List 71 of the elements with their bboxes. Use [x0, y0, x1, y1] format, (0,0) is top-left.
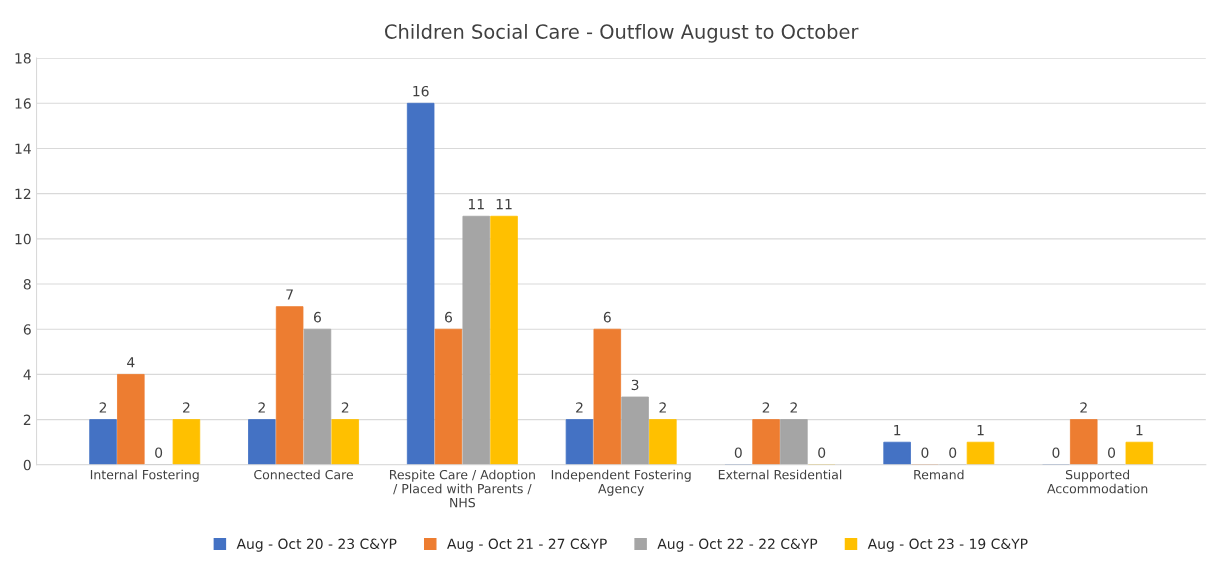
y-tick-label: 10: [15, 233, 31, 245]
data-label: 6: [445, 311, 453, 323]
data-label: 6: [603, 311, 611, 323]
y-tick-label: 8: [23, 279, 31, 290]
bar: [490, 215, 518, 465]
legend-label: Aug - Oct 21 - 27 C&YP: [447, 538, 607, 552]
data-label: 2: [99, 402, 107, 413]
data-label: 2: [762, 402, 770, 413]
legend-label: Aug - Oct 22 - 22 C&YP: [657, 538, 818, 552]
bar: [752, 419, 780, 465]
y-tick-label: 16: [15, 98, 31, 109]
data-label: 2: [341, 402, 349, 413]
bar: [593, 328, 622, 465]
data-label: 11: [496, 199, 512, 210]
bar: [780, 419, 808, 465]
data-label: 2: [1080, 402, 1087, 413]
bar: [434, 328, 463, 465]
y-tick-label: 2: [23, 414, 31, 425]
y-tick-label: 12: [15, 188, 31, 199]
data-label: 0: [734, 447, 742, 458]
data-label: 0: [1052, 447, 1060, 458]
x-tick-label: Internal Fostering: [90, 469, 199, 482]
data-label: 11: [468, 199, 484, 210]
x-tick-label: Supported Accommodation: [1047, 469, 1148, 494]
data-label: 0: [155, 447, 163, 458]
y-tick-label: 6: [23, 324, 31, 335]
y-tick-label: 0: [23, 459, 31, 471]
x-tick-label: Respite Care / Adoption / Placed with Parents / NHS: [389, 469, 535, 508]
bar: [275, 306, 304, 465]
data-label: 3: [631, 379, 639, 391]
x-tick-label: Independent Fostering Agency: [551, 469, 691, 496]
data-label: 0: [949, 447, 957, 458]
chart-title: Children Social Care - Outflow August to October: [385, 23, 859, 43]
bar: [172, 419, 201, 465]
legend-label: Aug - Oct 20 - 23 C&YP: [236, 538, 397, 552]
data-label: 7: [286, 289, 293, 300]
data-label: 2: [659, 402, 666, 413]
data-label: 1: [1136, 425, 1143, 436]
bar: [331, 419, 359, 465]
bar: [966, 441, 995, 465]
x-tick-label: External Residential: [718, 469, 842, 480]
y-tick-label: 4: [23, 369, 31, 380]
bar: [462, 215, 491, 465]
bar: [1125, 441, 1154, 465]
bar: [117, 374, 145, 465]
data-label: 1: [894, 425, 901, 436]
data-label: 16: [413, 85, 429, 97]
data-label: 0: [1108, 447, 1116, 458]
data-label: 2: [183, 402, 190, 413]
bar: [883, 441, 911, 465]
bar: [649, 419, 677, 465]
bar: [565, 419, 594, 465]
data-label: 2: [576, 402, 583, 413]
x-tick-label: Remand: [914, 469, 964, 480]
y-tick-label: 14: [15, 143, 31, 154]
bar: [1069, 419, 1098, 465]
data-label: 1: [977, 425, 984, 436]
bar: [303, 328, 332, 465]
bar: [248, 419, 276, 465]
x-tick-label: Connected Care: [254, 469, 353, 480]
data-label: 0: [818, 447, 826, 458]
bar: [621, 396, 649, 465]
bar: [89, 419, 117, 465]
data-label: 0: [921, 447, 929, 458]
data-label: 2: [790, 402, 797, 413]
bar: [406, 102, 435, 465]
data-label: 6: [313, 311, 321, 323]
y-tick-label: 18: [15, 53, 31, 64]
data-label: 4: [127, 357, 135, 368]
legend-label: Aug - Oct 23 - 19 C&YP: [867, 538, 1028, 552]
data-label: 2: [258, 402, 265, 413]
